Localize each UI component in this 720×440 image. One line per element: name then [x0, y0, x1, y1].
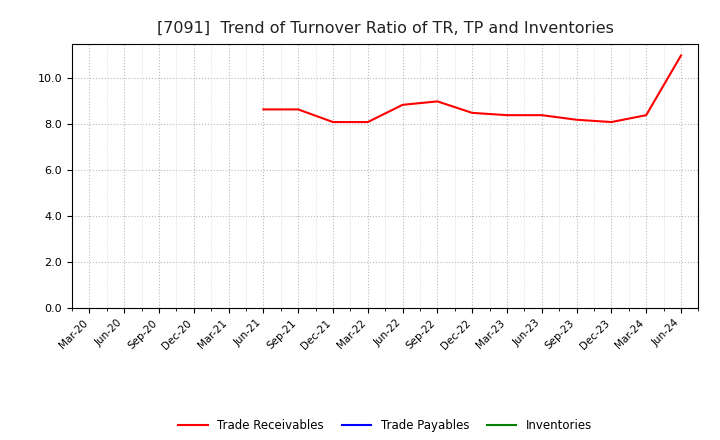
Trade Receivables [537, 113, 546, 118]
Trade Receivables [433, 99, 442, 104]
Trade Receivables [572, 117, 581, 122]
Trade Receivables [328, 119, 337, 125]
Trade Receivables [364, 119, 372, 125]
Title: [7091]  Trend of Turnover Ratio of TR, TP and Inventories: [7091] Trend of Turnover Ratio of TR, TP… [157, 21, 613, 36]
Trade Receivables [642, 113, 651, 118]
Line: Trade Receivables: Trade Receivables [264, 55, 681, 122]
Trade Receivables [294, 107, 302, 112]
Trade Receivables [398, 102, 407, 107]
Trade Receivables [503, 113, 511, 118]
Trade Receivables [607, 119, 616, 125]
Trade Receivables [468, 110, 477, 116]
Legend: Trade Receivables, Trade Payables, Inventories: Trade Receivables, Trade Payables, Inven… [174, 414, 597, 436]
Trade Receivables [259, 107, 268, 112]
Trade Receivables [677, 53, 685, 58]
